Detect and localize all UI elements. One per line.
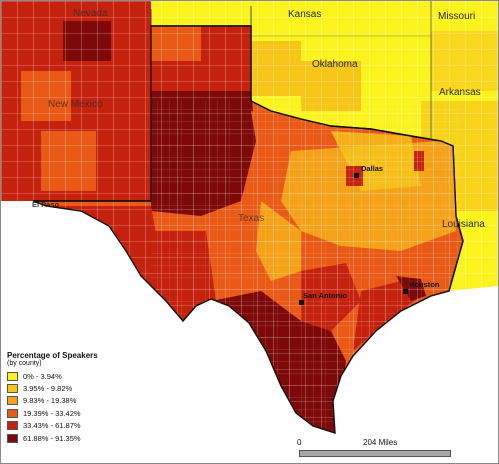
state-label-kansas: Kansas — [288, 9, 321, 20]
legend-label: 0% - 3.94% — [23, 371, 62, 381]
scale-bar-graphic — [299, 450, 451, 457]
legend-label: 19.39% - 33.42% — [23, 408, 81, 418]
legend: Percentage of Speakers (by county) 0% - … — [7, 351, 157, 444]
legend-subtitle: (by county) — [7, 360, 42, 367]
state-label-missouri: Missouri — [438, 11, 475, 22]
city-marker-dallas — [354, 173, 359, 178]
legend-label: 9.83% - 19.38% — [23, 396, 77, 406]
city-marker-houston — [403, 289, 408, 294]
scale-bar: 0 204 Miles — [297, 438, 457, 462]
legend-label: 33.43% - 61.87% — [23, 421, 81, 431]
city-label-houston: Houston — [409, 280, 440, 289]
city-label-san-antonio: San Antonio — [303, 291, 347, 300]
legend-swatch — [7, 408, 18, 418]
scale-bar-end-label: 204 Miles — [363, 438, 398, 447]
legend-swatch — [7, 421, 18, 431]
legend-swatch — [7, 371, 18, 381]
state-label-oklahoma: Oklahoma — [312, 59, 358, 70]
legend-item: 61.88% - 91.35% — [7, 432, 157, 444]
city-marker-san-antonio — [299, 300, 304, 305]
city-label-dallas: Dallas — [361, 164, 383, 173]
legend-item: 3.95% - 9.82% — [7, 382, 157, 394]
state-label-new-mexico: New Mexico — [48, 99, 103, 110]
legend-title: Percentage of Speakers — [7, 351, 98, 360]
legend-item: 9.83% - 19.38% — [7, 395, 157, 407]
state-label-nevada: Nevada — [73, 8, 108, 19]
state-label-arkansas: Arkansas — [439, 87, 481, 98]
legend-swatch — [7, 384, 18, 394]
legend-swatch — [7, 433, 18, 443]
legend-swatch — [7, 396, 18, 406]
city-label-el-paso: El Paso — [32, 200, 60, 209]
state-label-louisiana: Louisiana — [442, 219, 485, 230]
scale-bar-start-label: 0 — [297, 438, 302, 447]
legend-item: 33.43% - 61.87% — [7, 420, 157, 432]
legend-label: 3.95% - 9.82% — [23, 384, 73, 394]
legend-item: 19.39% - 33.42% — [7, 407, 157, 419]
state-label-texas: Texas — [238, 213, 264, 224]
legend-label: 61.88% - 91.35% — [23, 433, 81, 443]
legend-item: 0% - 3.94% — [7, 370, 157, 382]
